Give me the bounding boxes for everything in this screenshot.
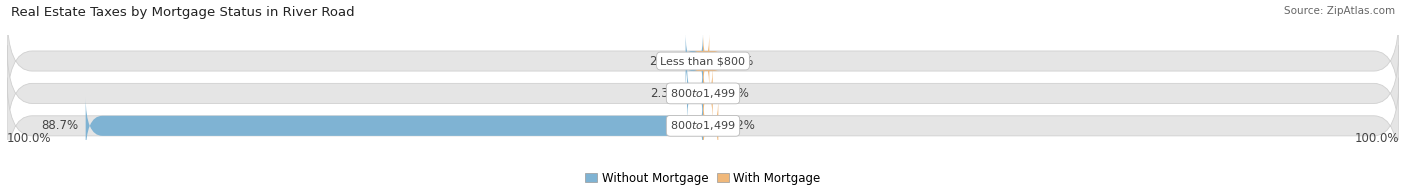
Text: 2.5%: 2.5% bbox=[650, 55, 679, 67]
FancyBboxPatch shape bbox=[7, 13, 1399, 109]
Text: 100.0%: 100.0% bbox=[7, 132, 52, 145]
Text: 2.2%: 2.2% bbox=[725, 119, 755, 132]
Text: $800 to $1,499: $800 to $1,499 bbox=[671, 87, 735, 100]
Text: Source: ZipAtlas.com: Source: ZipAtlas.com bbox=[1284, 6, 1395, 16]
FancyBboxPatch shape bbox=[7, 45, 1399, 142]
Text: 1.4%: 1.4% bbox=[720, 87, 749, 100]
FancyBboxPatch shape bbox=[86, 97, 703, 155]
FancyBboxPatch shape bbox=[686, 32, 703, 90]
FancyBboxPatch shape bbox=[7, 78, 1399, 174]
FancyBboxPatch shape bbox=[686, 65, 703, 122]
Text: Less than $800: Less than $800 bbox=[661, 56, 745, 66]
Text: 100.0%: 100.0% bbox=[1354, 132, 1399, 145]
Text: Real Estate Taxes by Mortgage Status in River Road: Real Estate Taxes by Mortgage Status in … bbox=[11, 6, 354, 19]
Text: $800 to $1,499: $800 to $1,499 bbox=[671, 119, 735, 132]
FancyBboxPatch shape bbox=[702, 97, 720, 155]
Text: 88.7%: 88.7% bbox=[42, 119, 79, 132]
FancyBboxPatch shape bbox=[696, 65, 720, 122]
Text: 2.3%: 2.3% bbox=[651, 87, 681, 100]
Legend: Without Mortgage, With Mortgage: Without Mortgage, With Mortgage bbox=[581, 167, 825, 189]
Text: 0.91%: 0.91% bbox=[716, 55, 754, 67]
FancyBboxPatch shape bbox=[693, 32, 720, 90]
